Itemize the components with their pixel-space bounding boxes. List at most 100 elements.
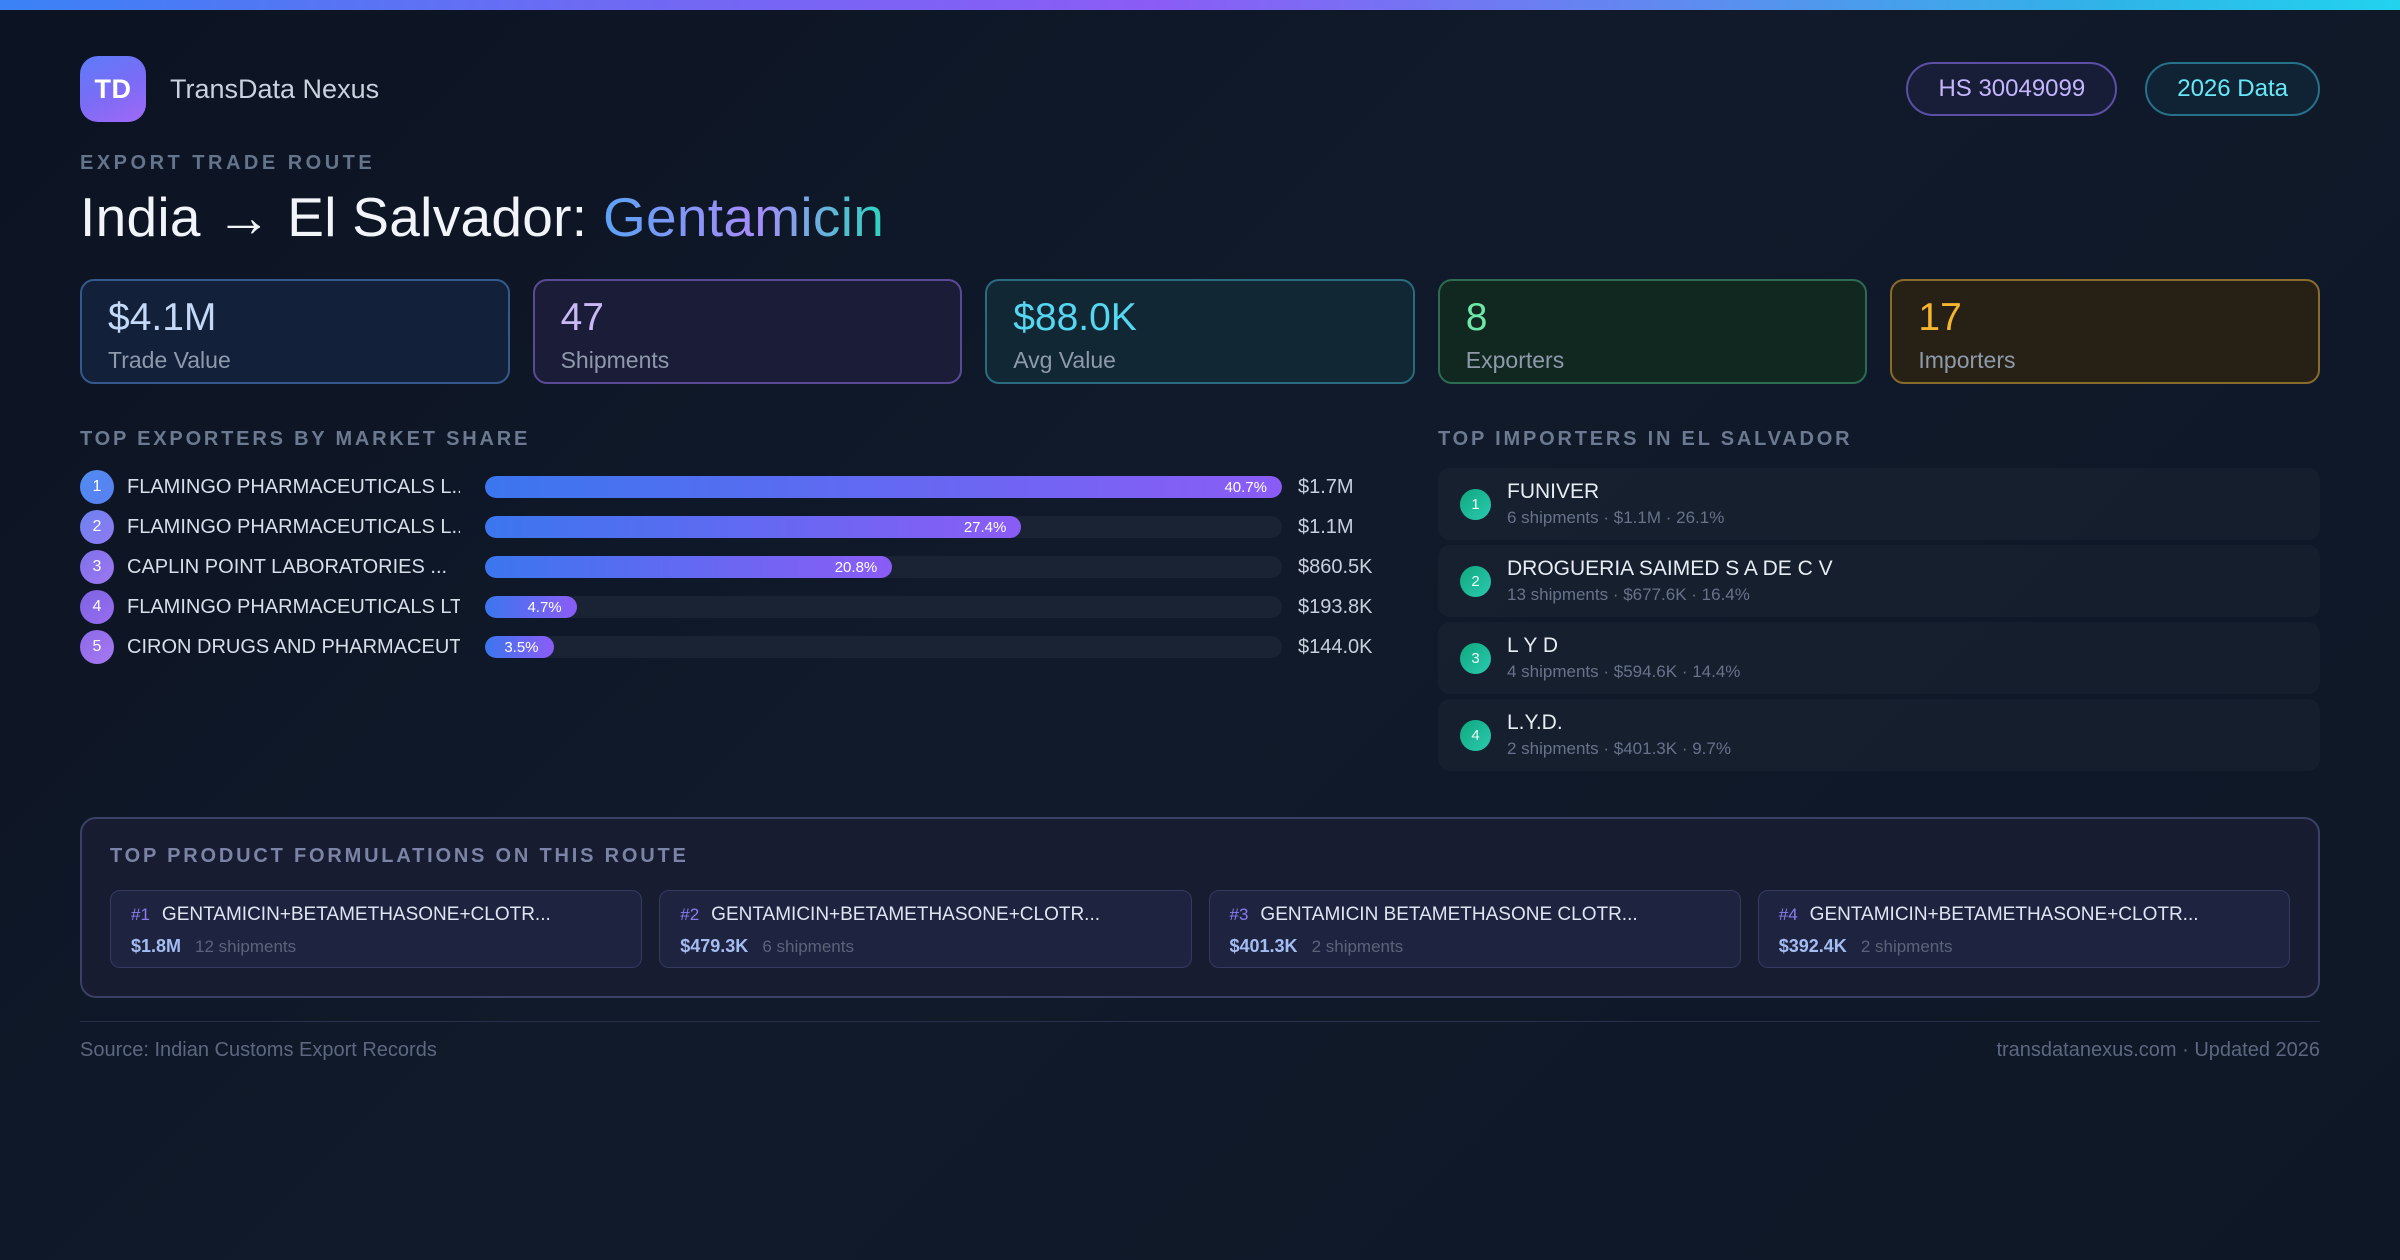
formulation-shipments: 2 shipments	[1860, 937, 1953, 956]
stat-card: 17 Importers	[1890, 279, 2320, 384]
formulation-shipments: 12 shipments	[195, 937, 297, 956]
market-share-bar-track: 20.8%	[485, 556, 1282, 578]
exporter-trade-value: $1.7M	[1298, 475, 1354, 498]
formulation-name: GENTAMICIN BETAMETHASONE CLOTR...	[1260, 904, 1638, 925]
market-share-bar-fill: 27.4%	[485, 516, 1022, 538]
importer-meta: 2 shipments · $401.3K · 9.7%	[1507, 739, 1731, 758]
market-share-percent: 27.4%	[963, 518, 1007, 536]
exporter-trade-value: $1.1M	[1298, 515, 1354, 538]
formulation-card: #4 GENTAMICIN+BETAMETHASONE+CLOTR... $39…	[1757, 890, 2290, 968]
market-share-percent: 4.7%	[527, 598, 562, 616]
exporter-name: FLAMINGO PHARMACEUTICALS L...	[127, 475, 460, 498]
importers-list: 1 FUNIVER 6 shipments · $1.1M · 26.1% 2 …	[1438, 468, 2320, 771]
importer-meta: 4 shipments · $594.6K · 14.4%	[1507, 662, 1741, 681]
market-share-percent: 20.8%	[834, 558, 878, 576]
stat-label: Exporters	[1465, 346, 1565, 373]
market-share-bar-track: 3.5%	[485, 636, 1282, 658]
importer-text: L.Y.D. 2 shipments · $401.3K · 9.7%	[1507, 711, 1731, 759]
exporter-trade-value: $193.8K	[1298, 595, 1373, 618]
formulation-name: GENTAMICIN+BETAMETHASONE+CLOTR...	[711, 904, 1101, 925]
formulation-rank: #1	[131, 905, 150, 924]
formulation-card: #3 GENTAMICIN BETAMETHASONE CLOTR... $40…	[1208, 890, 1741, 968]
rank-badge: 3	[80, 550, 114, 584]
page-title: India → El Salvador: Gentamicin	[80, 185, 2320, 249]
rank-badge: 2	[1460, 565, 1491, 597]
rank-badge: 1	[1460, 488, 1491, 520]
formulation-bottom: $392.4K 2 shipments	[1779, 936, 2269, 957]
formulation-card: #1 GENTAMICIN+BETAMETHASONE+CLOTR... $1.…	[110, 890, 643, 968]
formulation-bottom: $401.3K 2 shipments	[1230, 936, 1720, 957]
formulation-name: GENTAMICIN+BETAMETHASONE+CLOTR...	[161, 904, 551, 925]
formulation-name: GENTAMICIN+BETAMETHASONE+CLOTR...	[1809, 904, 2199, 925]
importer-card: 1 FUNIVER 6 shipments · $1.1M · 26.1%	[1438, 468, 2320, 540]
formulation-top: #3 GENTAMICIN BETAMETHASONE CLOTR...	[1230, 904, 1720, 926]
exporter-name: FLAMINGO PHARMACEUTICALS L...	[127, 515, 460, 538]
exporters-list: 1 FLAMINGO PHARMACEUTICALS L... 40.7% $1…	[80, 467, 1390, 667]
formulation-rank: #2	[680, 905, 700, 924]
formulations-heading: TOP PRODUCT FORMULATIONS ON THIS ROUTE	[110, 845, 689, 867]
stats-row: $4.1M Trade Value 47 Shipments $88.0K Av…	[80, 279, 2320, 384]
market-share-bar-fill: 3.5%	[485, 636, 554, 658]
stat-label: Shipments	[560, 346, 670, 373]
exporter-row: 3 CAPLIN POINT LABORATORIES ... 20.8% $8…	[80, 547, 1390, 587]
rank-badge: 5	[80, 630, 114, 664]
exporter-row: 1 FLAMINGO PHARMACEUTICALS L... 40.7% $1…	[80, 467, 1390, 507]
stat-value: 17	[1918, 296, 1962, 339]
stat-card: 8 Exporters	[1437, 279, 1868, 384]
formulation-rank: #3	[1229, 905, 1249, 924]
footer: Source: Indian Customs Export Records tr…	[80, 1021, 2320, 1062]
importer-name: DROGUERIA SAIMED S A DE C V	[1507, 557, 1833, 580]
brand-logo: TD	[80, 56, 146, 122]
source-note: Source: Indian Customs Export Records	[80, 1039, 437, 1061]
importer-name: L Y D	[1507, 634, 1558, 657]
importer-text: DROGUERIA SAIMED S A DE C V 13 shipments…	[1507, 557, 1833, 605]
exporter-name: CIRON DRUGS AND PHARMACEUT...	[127, 635, 460, 658]
formulation-shipments: 2 shipments	[1311, 937, 1404, 956]
formulation-rank: #4	[1778, 905, 1798, 924]
main-columns: TOP EXPORTERS BY MARKET SHARE 1 FLAMINGO…	[80, 428, 2320, 771]
stat-value: $4.1M	[108, 296, 217, 339]
exporter-row: 4 FLAMINGO PHARMACEUTICALS LTD 4.7% $193…	[80, 587, 1390, 627]
formulation-top: #1 GENTAMICIN+BETAMETHASONE+CLOTR...	[131, 904, 621, 926]
formulation-value: $479.3K	[680, 936, 749, 956]
formulation-top: #2 GENTAMICIN+BETAMETHASONE+CLOTR...	[680, 904, 1170, 926]
formulation-card: #2 GENTAMICIN+BETAMETHASONE+CLOTR... $47…	[659, 890, 1192, 968]
formulation-bottom: $1.8M 12 shipments	[131, 936, 621, 957]
stat-label: Trade Value	[108, 346, 231, 373]
exporter-name: CAPLIN POINT LABORATORIES ...	[127, 555, 448, 578]
stat-label: Importers	[1918, 346, 2016, 373]
exporter-row: 5 CIRON DRUGS AND PHARMACEUT... 3.5% $14…	[80, 627, 1390, 667]
header-badges: HS 30049099 2026 Data	[1906, 62, 2320, 116]
market-share-bar-fill: 4.7%	[485, 596, 577, 618]
formulation-value: $401.3K	[1229, 936, 1298, 956]
brand-name: TransData Nexus	[170, 73, 380, 104]
market-share-bar-fill: 40.7%	[485, 476, 1282, 498]
market-share-bar-track: 40.7%	[485, 476, 1282, 498]
importer-text: FUNIVER 6 shipments · $1.1M · 26.1%	[1507, 480, 1724, 528]
importer-name: L.Y.D.	[1507, 711, 1563, 734]
header: TD TransData Nexus HS 30049099 2026 Data	[80, 56, 2320, 122]
site-note: transdatanexus.com · Updated 2026	[1996, 1039, 2320, 1061]
exporter-trade-value: $860.5K	[1298, 555, 1373, 578]
importer-meta: 6 shipments · $1.1M · 26.1%	[1507, 508, 1725, 527]
page-container: TD TransData Nexus HS 30049099 2026 Data…	[0, 56, 2400, 1062]
rank-badge: 2	[80, 510, 114, 544]
exporter-row: 2 FLAMINGO PHARMACEUTICALS L... 27.4% $1…	[80, 507, 1390, 547]
stat-card: 47 Shipments	[532, 279, 963, 384]
importers-heading: TOP IMPORTERS IN EL SALVADOR	[1438, 428, 1853, 450]
hs-code-badge[interactable]: HS 30049099	[1906, 62, 2118, 116]
importer-name: FUNIVER	[1507, 480, 1600, 503]
stat-card: $4.1M Trade Value	[80, 279, 510, 384]
market-share-bar-track: 4.7%	[485, 596, 1282, 618]
stat-card: $88.0K Avg Value	[985, 279, 1415, 384]
exporter-trade-value: $144.0K	[1298, 635, 1373, 658]
exporters-section: TOP EXPORTERS BY MARKET SHARE 1 FLAMINGO…	[80, 428, 1390, 771]
top-accent-bar	[0, 0, 2400, 10]
stat-label: Avg Value	[1013, 346, 1116, 373]
rank-badge: 4	[1460, 719, 1491, 751]
formulation-value: $1.8M	[131, 936, 182, 956]
stat-value: $88.0K	[1013, 296, 1137, 339]
rank-badge: 4	[80, 590, 114, 624]
rank-badge: 3	[1460, 642, 1491, 674]
year-data-badge[interactable]: 2026 Data	[2145, 62, 2320, 116]
